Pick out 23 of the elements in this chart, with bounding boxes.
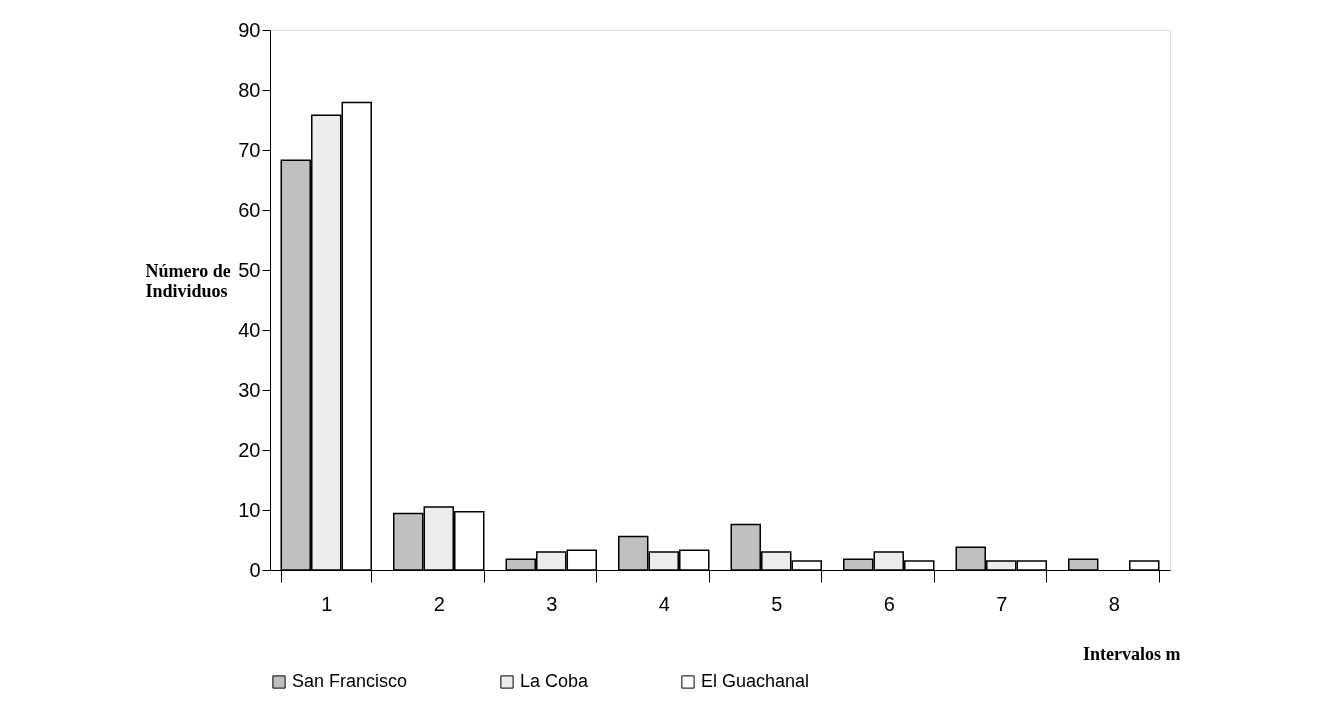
y-tick-label: 90 xyxy=(238,18,261,41)
x-tick-label: 7 xyxy=(996,592,1008,615)
y-tick-label: 40 xyxy=(238,318,261,341)
x-axis-title: Intervalos m xyxy=(1083,643,1181,664)
x-tick-label: 5 xyxy=(771,592,783,615)
legend-label: El Guachanal xyxy=(701,671,810,691)
y-tick-label: 80 xyxy=(238,78,261,101)
legend-label: La Coba xyxy=(520,671,590,691)
x-tick-label: 3 xyxy=(546,592,558,615)
x-tick-label: 6 xyxy=(883,592,895,615)
x-tick-label: 1 xyxy=(321,592,333,615)
y-tick-label: 70 xyxy=(238,138,261,161)
y-tick-label: 20 xyxy=(238,438,261,461)
y-tick-label: 0 xyxy=(249,558,261,581)
y-tick-label: 10 xyxy=(238,498,261,521)
y-axis-title: Número de Individuos xyxy=(145,260,231,301)
y-tick-label: 50 xyxy=(238,258,261,281)
x-tick-label: 2 xyxy=(433,592,445,615)
legend-label: San Francisco xyxy=(292,671,408,691)
x-tick-label: 8 xyxy=(1108,592,1120,615)
y-tick-label: 30 xyxy=(238,378,261,401)
y-tick-label: 60 xyxy=(238,198,261,221)
x-tick-label: 4 xyxy=(658,592,670,615)
